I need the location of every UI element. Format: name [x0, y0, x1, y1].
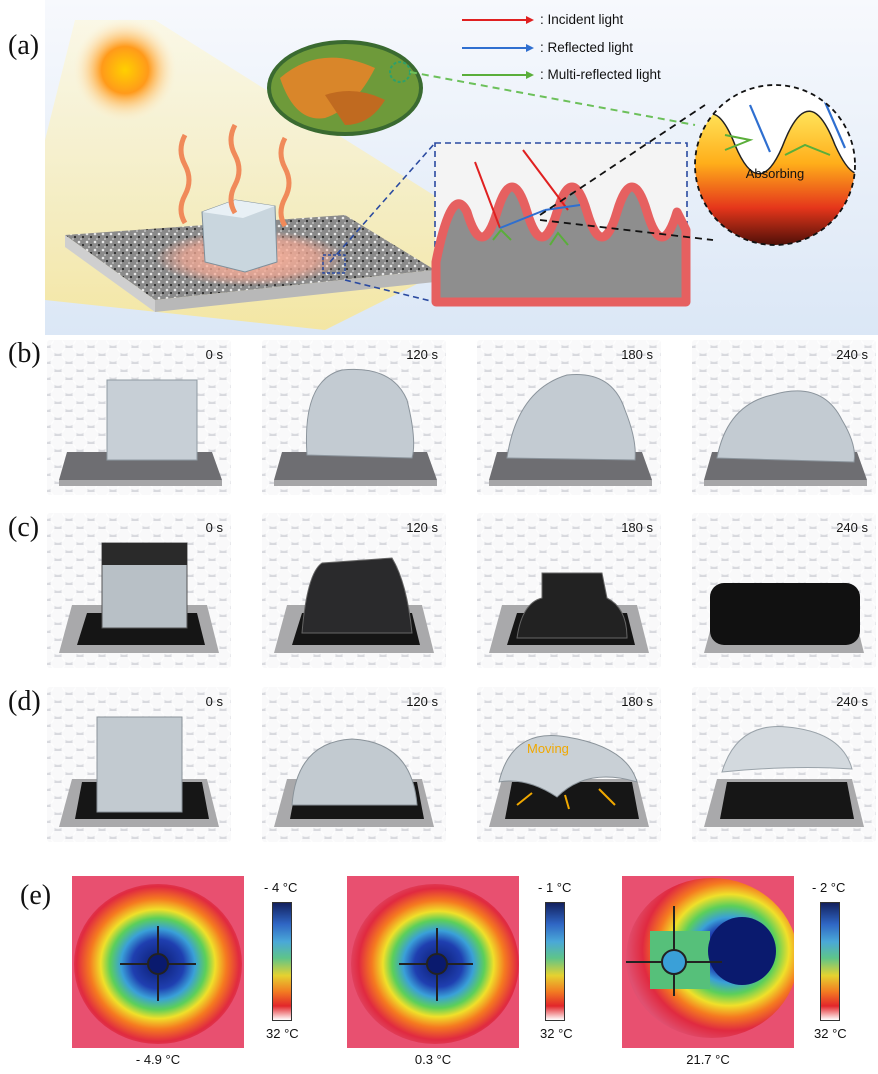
time-label: 180 s — [621, 694, 653, 709]
panel-label-d: (d) — [8, 686, 41, 717]
legend-incident-label: : Incident light — [540, 12, 624, 27]
legend-multi: : Multi-reflected light — [462, 67, 661, 82]
colorbar-3-max: - 2 °C — [812, 880, 846, 895]
photo-c-1: 120 s — [262, 513, 446, 668]
thermal-1-reading: - 4.9 °C — [135, 1052, 181, 1067]
photo-d-1: 120 s — [262, 687, 446, 842]
schematic-illustration — [45, 18, 856, 330]
green-arrow-icon — [462, 70, 534, 79]
time-label: 240 s — [836, 347, 868, 362]
thermal-image-2 — [347, 876, 519, 1048]
photo-d-3: 240 s — [692, 687, 876, 842]
colorbar-2-min: 32 °C — [540, 1026, 573, 1041]
time-label: 120 s — [406, 520, 438, 535]
colorbar-3 — [820, 902, 840, 1021]
time-label: 240 s — [836, 520, 868, 535]
thermal-2-reading: 0.3 °C — [414, 1052, 452, 1067]
time-label: 180 s — [621, 520, 653, 535]
legend-reflected-label: : Reflected light — [540, 40, 634, 55]
photo-c-0: 0 s — [47, 513, 231, 668]
thermal-image-1 — [72, 876, 244, 1048]
colorbar-1 — [272, 902, 292, 1021]
time-label: 240 s — [836, 694, 868, 709]
absorbing-label: Absorbing — [745, 166, 805, 181]
colorbar-3-min: 32 °C — [814, 1026, 847, 1041]
time-label: 0 s — [205, 520, 223, 535]
colorbar-1-min: 32 °C — [266, 1026, 299, 1041]
time-label: 120 s — [406, 347, 438, 362]
legend-reflected: : Reflected light — [462, 40, 633, 55]
photo-b-0: 0 s — [47, 340, 231, 495]
colorbar-1-max: - 4 °C — [264, 880, 298, 895]
time-label: 0 s — [205, 694, 223, 709]
schematic-panel: Absorbing — [45, 0, 878, 335]
panel-label-a: (a) — [8, 30, 40, 61]
thermal-image-3 — [622, 876, 798, 1048]
panel-label-b: (b) — [8, 338, 41, 369]
photo-d-2: Moving 180 s — [477, 687, 661, 842]
time-label: 120 s — [406, 694, 438, 709]
legend-incident: : Incident light — [462, 12, 623, 27]
thermal-3-reading: 21.7 °C — [686, 1052, 730, 1067]
legend-multi-label: : Multi-reflected light — [540, 67, 661, 82]
time-label: 180 s — [621, 347, 653, 362]
moving-label: Moving — [527, 741, 569, 756]
red-arrow-icon — [462, 15, 534, 24]
colorbar-2 — [545, 902, 565, 1021]
time-label: 0 s — [205, 347, 223, 362]
panel-label-e: (e) — [20, 880, 52, 911]
blue-arrow-icon — [462, 43, 534, 52]
photo-d-0: 0 s — [47, 687, 231, 842]
colorbar-2-max: - 1 °C — [538, 880, 572, 895]
photo-b-1: 120 s — [262, 340, 446, 495]
photo-c-2: 180 s — [477, 513, 661, 668]
photo-c-3: 240 s — [692, 513, 876, 668]
panel-label-c: (c) — [8, 512, 40, 543]
photo-b-2: 180 s — [477, 340, 661, 495]
photo-b-3: 240 s — [692, 340, 876, 495]
